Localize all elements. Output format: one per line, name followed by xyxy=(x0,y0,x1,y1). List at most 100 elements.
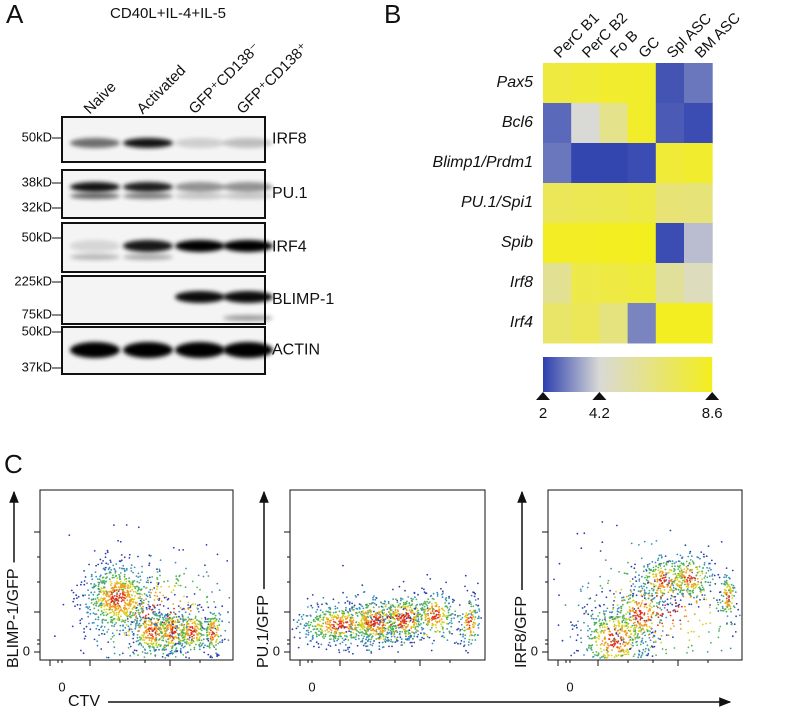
event-dot xyxy=(363,629,366,632)
event-dot xyxy=(128,553,131,556)
event-dot xyxy=(96,640,99,643)
event-dot xyxy=(710,568,712,571)
event-dot xyxy=(170,645,173,648)
event-dot xyxy=(435,614,438,617)
event-dot xyxy=(725,579,728,582)
event-dot xyxy=(199,621,202,624)
event-dot xyxy=(118,619,121,622)
event-dot xyxy=(351,602,353,605)
heatmap-cell xyxy=(627,63,657,104)
event-dot xyxy=(654,573,657,576)
event-dot xyxy=(135,640,138,643)
event-dot xyxy=(127,595,130,597)
event-dot xyxy=(221,605,224,608)
event-dot xyxy=(696,583,699,586)
event-dot xyxy=(164,613,167,616)
event-dot xyxy=(120,600,123,603)
event-dot xyxy=(600,650,603,653)
event-dot xyxy=(643,612,646,615)
event-dot xyxy=(719,625,722,628)
event-dot xyxy=(140,589,142,591)
event-dot xyxy=(686,581,689,584)
event-dot xyxy=(631,609,634,612)
event-dot xyxy=(191,635,194,638)
event-dot xyxy=(648,589,651,592)
event-dot xyxy=(181,628,184,631)
event-dot xyxy=(176,618,179,621)
event-dot xyxy=(689,577,691,580)
event-dot xyxy=(680,586,682,589)
event-dot xyxy=(724,589,727,592)
heatmap-cell xyxy=(599,63,629,104)
event-dot xyxy=(155,649,157,651)
event-dot xyxy=(431,606,433,608)
event-dot xyxy=(375,628,378,631)
event-dot xyxy=(103,592,106,595)
event-dot xyxy=(681,556,684,559)
event-dot xyxy=(337,601,340,604)
event-dot xyxy=(147,581,150,584)
event-dot xyxy=(93,550,96,552)
event-dot xyxy=(133,598,136,600)
event-dot xyxy=(155,588,158,591)
event-dot xyxy=(370,652,373,654)
event-dot xyxy=(375,631,378,634)
event-dot xyxy=(145,606,148,609)
event-dot xyxy=(307,624,310,627)
event-dot xyxy=(365,638,367,641)
event-dot xyxy=(659,607,661,610)
event-dot xyxy=(314,617,317,619)
event-dot xyxy=(144,621,146,623)
event-dot xyxy=(477,582,479,585)
event-dot xyxy=(173,593,176,596)
event-dot xyxy=(142,646,145,648)
event-dot xyxy=(351,628,353,630)
event-dot xyxy=(54,635,56,638)
event-dot xyxy=(665,648,667,651)
event-dot xyxy=(384,614,387,617)
row-label: Pax5 xyxy=(497,74,534,91)
event-dot xyxy=(156,568,158,571)
event-dot xyxy=(206,626,209,629)
event-dot xyxy=(423,633,425,636)
event-dot xyxy=(603,626,606,629)
event-dot xyxy=(109,584,112,587)
event-dot xyxy=(303,624,306,627)
event-dot xyxy=(164,657,167,659)
event-dot xyxy=(138,581,141,584)
event-dot xyxy=(717,636,720,639)
event-dot xyxy=(430,626,433,629)
event-dot xyxy=(194,625,197,628)
event-dot xyxy=(687,631,690,634)
event-dot xyxy=(636,603,638,606)
event-dot xyxy=(407,630,410,632)
event-dot xyxy=(623,572,626,574)
event-dot xyxy=(108,578,111,581)
event-dot xyxy=(97,585,100,588)
event-dot xyxy=(400,599,402,602)
event-dot xyxy=(119,540,122,543)
event-dot xyxy=(703,594,706,596)
event-dot xyxy=(145,594,148,597)
event-dot xyxy=(438,619,441,622)
event-dot xyxy=(330,631,333,634)
event-dot xyxy=(336,617,338,620)
event-dot xyxy=(358,611,361,614)
event-dot xyxy=(348,646,351,649)
event-dot xyxy=(461,613,464,615)
event-dot xyxy=(109,606,112,608)
event-dot xyxy=(422,627,425,630)
event-dot xyxy=(377,623,379,625)
event-dot xyxy=(441,593,443,596)
event-dot xyxy=(99,613,102,616)
event-dot xyxy=(654,631,656,634)
event-dot xyxy=(468,628,471,630)
event-dot xyxy=(339,642,342,645)
event-dot xyxy=(625,634,628,637)
event-dot xyxy=(313,628,316,630)
event-dot xyxy=(366,645,369,647)
event-dot xyxy=(180,629,183,632)
event-dot xyxy=(170,591,173,594)
event-dot xyxy=(641,575,643,578)
event-dot xyxy=(385,636,387,638)
